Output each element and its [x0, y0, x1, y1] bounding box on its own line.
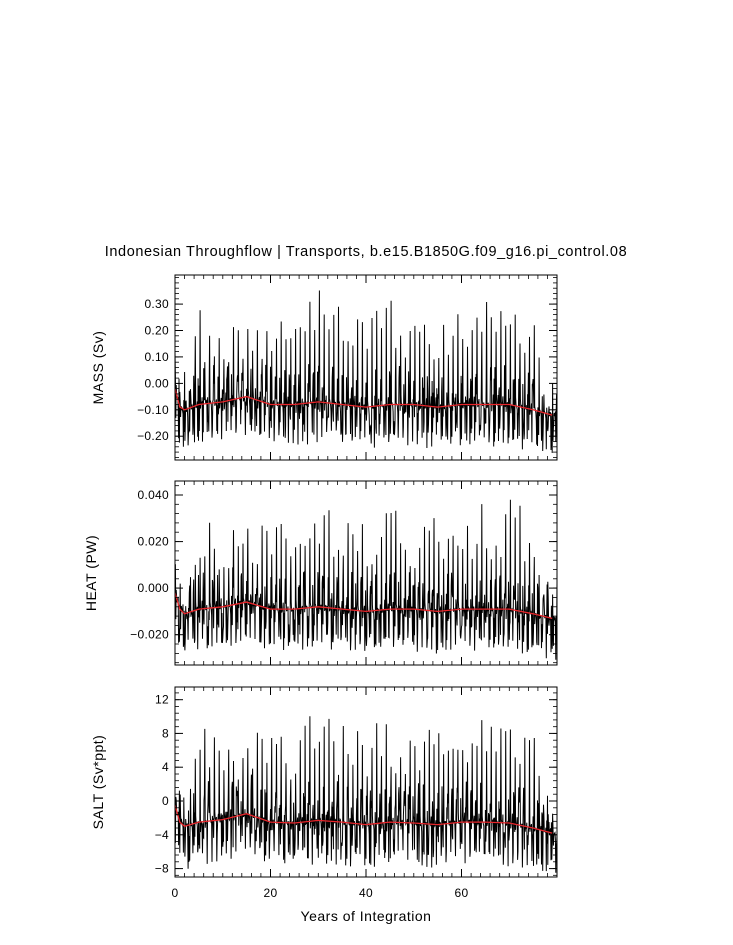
salt-y-axis-label: SALT (Sv*ppt): [90, 735, 106, 830]
heat-monthly-series-line: [175, 499, 557, 660]
x-tick-label: 40: [359, 886, 373, 900]
x-tick-label: 20: [264, 886, 278, 900]
mass-y-tick-label: 0.00: [144, 376, 169, 390]
salt-y-tick-label: 0: [162, 794, 169, 808]
salt-y-tick-label: −8: [155, 862, 169, 876]
mass-panel: 0.30 0.20 0.10 0.00 −0.10 −0.20 MASS (Sv): [90, 274, 558, 461]
heat-y-tick-label: −0.020: [130, 628, 169, 642]
mass-y-axis-label: MASS (Sv): [90, 331, 106, 405]
mass-y-tick-label: 0.10: [144, 350, 169, 364]
mass-y-tick-label: −0.10: [137, 403, 169, 417]
x-axis-label: Years of Integration: [301, 908, 432, 924]
mass-panel-frame: [174, 274, 558, 461]
salt-y-tick-label: 12: [155, 693, 169, 707]
mass-annual-mean-series-line: [175, 388, 553, 416]
heat-y-axis-label: HEAT (PW): [83, 535, 99, 611]
chart-title: Indonesian Throughflow | Transports, b.e…: [105, 244, 628, 260]
x-tick-label: 0: [172, 886, 179, 900]
heat-y-tick-label: 0.000: [137, 581, 169, 595]
salt-y-tick-label: 8: [162, 726, 169, 740]
salt-monthly-series-line: [175, 716, 557, 873]
salt-annual-mean-series-line: [175, 805, 553, 834]
mass-monthly-series-line: [175, 290, 557, 454]
heat-annual-mean-series-line: [175, 592, 553, 620]
heat-y-tick-label: 0.040: [137, 488, 169, 502]
salt-panel: 12 8 4 0 −4 −8 SALT (Sv*ppt): [90, 686, 558, 878]
mass-y-tick-label: −0.20: [137, 429, 169, 443]
heat-panel: 0.040 0.020 0.000 −0.020 HEAT (PW): [83, 480, 558, 666]
salt-y-tick-label: 4: [162, 760, 169, 774]
mass-y-tick-label: 0.20: [144, 324, 169, 338]
salt-y-tick-label: −4: [155, 828, 169, 842]
heat-y-tick-label: 0.020: [137, 535, 169, 549]
mass-y-tick-label: 0.30: [144, 297, 169, 311]
x-tick-label: 60: [455, 886, 469, 900]
panels-group: 0.30 0.20 0.10 0.00 −0.10 −0.20 MASS (Sv) 0.040…: [83, 274, 558, 900]
